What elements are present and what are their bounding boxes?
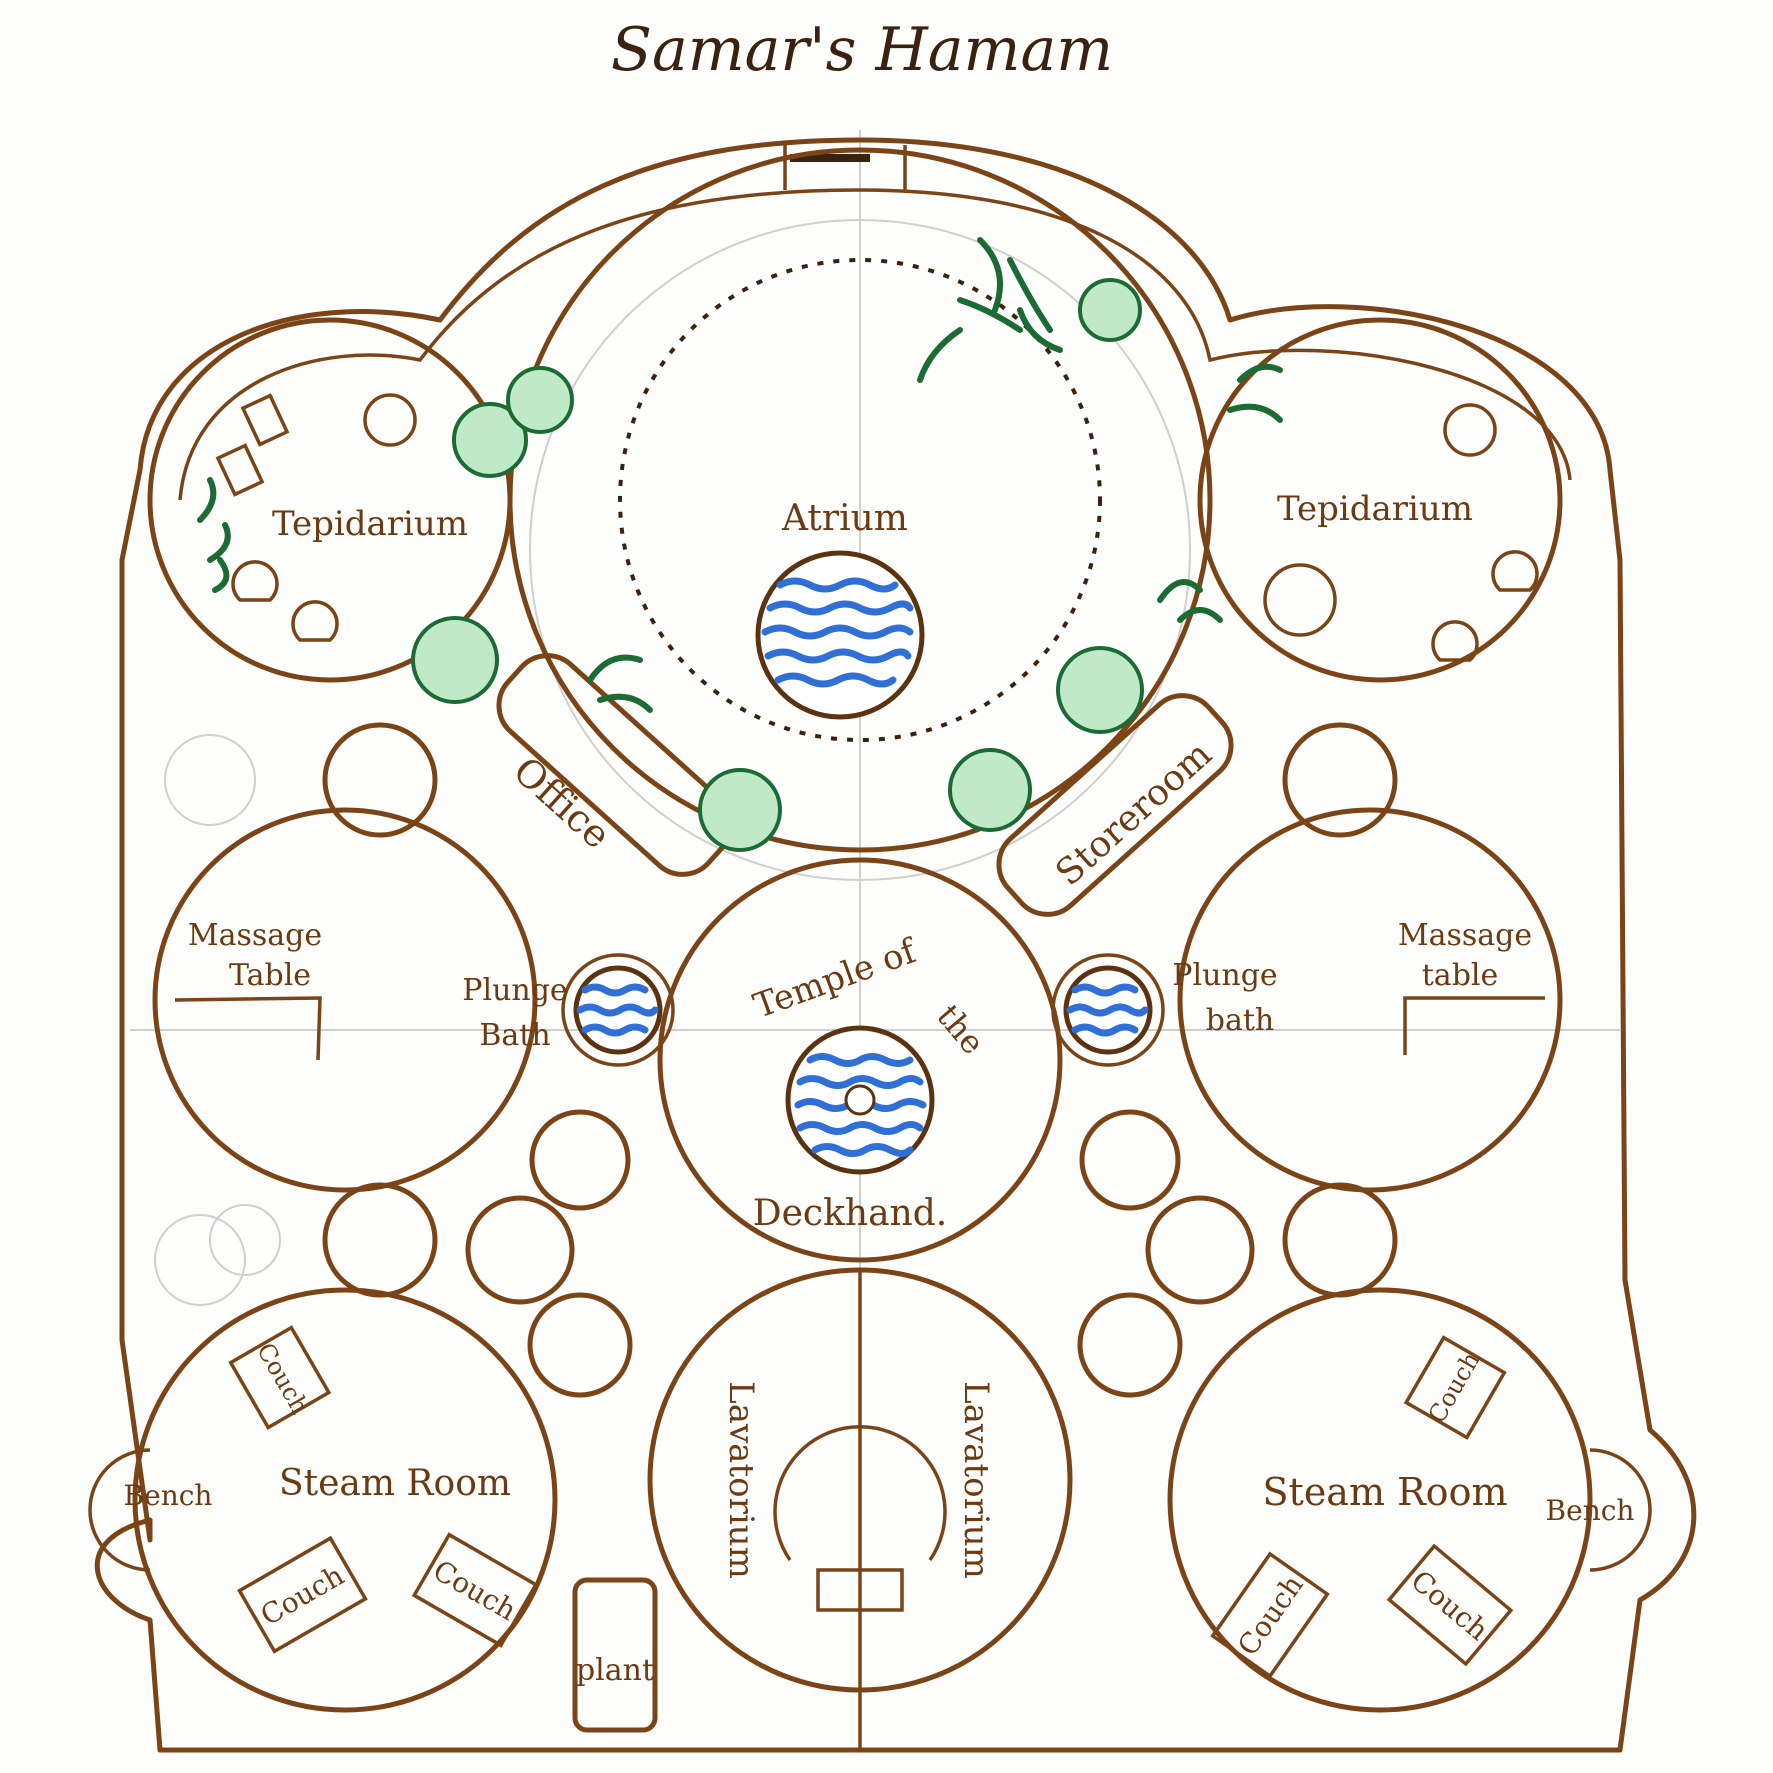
- label-massage-left-1: Massage: [188, 918, 322, 953]
- plunge-bath-right[interactable]: [1051, 953, 1165, 1067]
- massage-left-room[interactable]: [152, 807, 538, 1193]
- steam-room-left[interactable]: [132, 1287, 558, 1713]
- steam-left-couches: [228, 1325, 539, 1654]
- connector-right-mid: [1282, 1182, 1398, 1298]
- tepidarium-left-furniture: [215, 393, 417, 642]
- inner-wall-top: [178, 188, 1572, 501]
- label-couch-left-2: Couch: [255, 1559, 349, 1633]
- label-couch-right-2: Couch: [1231, 1569, 1310, 1662]
- tepidarium-left-room[interactable]: [147, 317, 513, 683]
- label-plunge-left-2: Bath: [479, 1018, 550, 1053]
- label-plant: plant: [576, 1653, 654, 1688]
- bench-left-alcove: [88, 1448, 151, 1572]
- label-office: Office: [505, 748, 619, 857]
- plunge-bath-left[interactable]: [561, 953, 675, 1067]
- label-bench-left: Bench: [124, 1479, 213, 1512]
- label-plunge-left-1: Plunge: [462, 973, 567, 1008]
- label-temple-3: Deckhand.: [753, 1193, 947, 1234]
- plan-title: Samar's Hamam: [611, 15, 1113, 85]
- massage-table-left: [174, 996, 322, 1061]
- label-steam-left: Steam Room: [279, 1463, 511, 1504]
- label-tepidarium-left: Tepidarium: [272, 504, 468, 544]
- steam-right-couches: [1210, 1335, 1514, 1679]
- label-steam-right: Steam Room: [1263, 1470, 1508, 1514]
- temple-room[interactable]: [657, 857, 1063, 1263]
- label-massage-right-2: table: [1422, 958, 1499, 993]
- label-storeroom: Storeroom: [1048, 734, 1220, 894]
- connector-right-top: [1282, 722, 1398, 838]
- temple-pool: [785, 1025, 935, 1175]
- plant-planter: [572, 1577, 658, 1733]
- label-lavatorium-left: Lavatorium: [721, 1381, 761, 1579]
- connector-left-top: [322, 722, 438, 838]
- bench-right-alcove: [1589, 1448, 1652, 1572]
- label-lavatorium-right: Lavatorium: [956, 1381, 996, 1579]
- label-atrium: Atrium: [781, 498, 908, 539]
- foliage: [197, 237, 1283, 852]
- steam-room-right[interactable]: [1167, 1287, 1593, 1713]
- label-couch-right-3: Couch: [1405, 1564, 1495, 1647]
- tepidarium-right-furniture: [1263, 403, 1539, 662]
- tepidarium-right-room[interactable]: [1197, 317, 1563, 683]
- office-room[interactable]: [485, 641, 746, 889]
- label-bench-right: Bench: [1546, 1494, 1635, 1527]
- atrium-pool: [755, 550, 925, 720]
- label-plunge-right-1: Plunge: [1172, 958, 1277, 993]
- label-massage-right-1: Massage: [1398, 918, 1532, 953]
- atrium-colonnade: [618, 258, 1102, 742]
- label-massage-left-2: Table: [229, 958, 311, 993]
- label-plunge-right-2: bath: [1206, 1003, 1274, 1038]
- massage-table-right: [1403, 996, 1545, 1055]
- lavatorium-stall: [816, 1568, 904, 1612]
- massage-right-room[interactable]: [1177, 807, 1563, 1193]
- outer-wall: [94, 137, 1697, 1753]
- side-alcoves: [465, 1109, 1255, 1398]
- label-couch-left-3: Couch: [428, 1554, 522, 1628]
- lavatorium-basin: [773, 1425, 947, 1561]
- storeroom-room[interactable]: [985, 681, 1246, 929]
- label-temple-1: Temple of: [748, 931, 923, 1027]
- label-temple-2: the: [929, 997, 992, 1062]
- label-tepidarium-right: Tepidarium: [1277, 489, 1473, 529]
- connector-left-mid: [322, 1182, 438, 1298]
